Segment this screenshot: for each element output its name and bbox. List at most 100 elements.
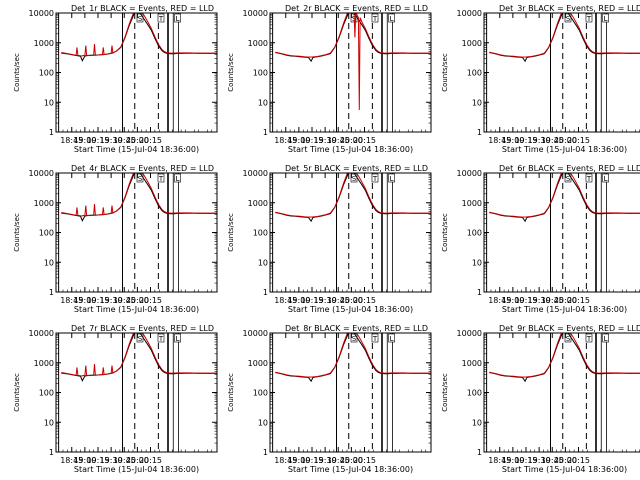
y-tick-label: 10 — [472, 98, 482, 107]
x-axis-label: Start Time (15-Jul-04 18:36:00) — [288, 305, 413, 314]
x-tick-label: 19:15 — [514, 136, 537, 145]
y-tick-label: 1000 — [248, 39, 268, 48]
x-tick-label: 19:00 — [73, 456, 96, 465]
x-axis-label: Start Time (15-Jul-04 18:36:00) — [74, 465, 199, 474]
y-axis-label: Counts/sec — [227, 53, 235, 92]
chart-title: Det_8r BLACK = Events, RED = LLD — [285, 324, 428, 333]
x-tick-label: 19:30 — [314, 136, 337, 145]
y-tick-label: 1 — [477, 288, 482, 297]
chart-title: Det_9r BLACK = Events, RED = LLD — [499, 324, 640, 333]
plot-frame — [55, 12, 218, 133]
x-tick-label: 19:15 — [86, 296, 109, 305]
flag-box — [585, 333, 593, 343]
x-tick-label: 18:45 — [488, 296, 511, 305]
x-tick-label: 19:00 — [287, 296, 310, 305]
x-tick-label: 20:00 — [554, 136, 577, 145]
y-tick-label: 100 — [467, 389, 482, 398]
flag-box — [388, 173, 395, 183]
x-tick-label: 19:45 — [327, 136, 350, 145]
y-tick-label: 1 — [477, 128, 482, 137]
x-tick-label: 18:45 — [274, 456, 297, 465]
y-tick-label: 10000 — [29, 329, 54, 338]
x-tick-label: 20:15 — [353, 456, 376, 465]
flag-label: S — [138, 15, 143, 23]
flag-box — [157, 173, 165, 183]
plot-frame — [483, 332, 640, 453]
x-tick-label: 19:15 — [514, 456, 537, 465]
flag-label: L — [604, 175, 608, 183]
y-axis-label: Counts/sec — [441, 373, 449, 412]
plot-frame — [269, 172, 432, 293]
flag-label: L — [176, 335, 180, 343]
y-axis-label: Counts/sec — [227, 373, 235, 412]
flag-label: T — [372, 15, 378, 23]
x-tick-label: 19:30 — [100, 296, 123, 305]
y-tick-label: 1 — [49, 288, 54, 297]
lld-series-line — [275, 13, 431, 111]
y-tick-label: 10 — [472, 418, 482, 427]
flag-label: T — [158, 335, 164, 343]
x-tick-label: 20:00 — [340, 136, 363, 145]
y-tick-label: 10 — [472, 258, 482, 267]
y-axis-label: Counts/sec — [13, 373, 21, 412]
x-tick-label: 20:15 — [139, 456, 162, 465]
y-tick-label: 10000 — [29, 169, 54, 178]
flag-label: S — [566, 335, 571, 343]
x-tick-label: 18:45 — [274, 136, 297, 145]
y-tick-label: 1000 — [462, 359, 482, 368]
x-tick-label: 19:45 — [541, 296, 564, 305]
y-tick-label: 100 — [39, 389, 54, 398]
flag-label: L — [176, 175, 180, 183]
chart-panel: S T L 1 10 100 1000 10000 18:4519:0019:1519:3019… — [441, 164, 640, 314]
x-tick-label: 20:00 — [340, 296, 363, 305]
x-tick-label: 20:15 — [567, 136, 590, 145]
y-tick-label: 10 — [258, 258, 268, 267]
flag-box — [371, 333, 379, 343]
x-tick-label: 19:30 — [528, 456, 551, 465]
chart-panel: S T L 1 10 100 1000 10000 18:4519:0019:1519:3019… — [13, 164, 218, 314]
flag-box — [174, 173, 181, 183]
y-tick-label: 100 — [467, 69, 482, 78]
flag-label: T — [586, 335, 592, 343]
x-axis-label: Start Time (15-Jul-04 18:36:00) — [288, 145, 413, 154]
x-tick-label: 19:45 — [327, 456, 350, 465]
plot-frame — [483, 12, 640, 133]
chart-panel: S T L 1 10 100 1000 10000 18:4519:0019:1519:3019… — [13, 324, 218, 474]
plot-frame — [55, 332, 218, 453]
x-tick-label: 19:00 — [501, 136, 524, 145]
flag-box — [602, 13, 609, 23]
flag-label: T — [586, 175, 592, 183]
x-tick-label: 19:15 — [86, 456, 109, 465]
chart-panel: S T L 1 10 100 1000 10000 18:4519:0019:1519:3019… — [13, 4, 218, 154]
flag-label: S — [566, 15, 571, 23]
x-tick-label: 18:45 — [60, 456, 83, 465]
chart-title: Det_2r BLACK = Events, RED = LLD — [285, 4, 428, 13]
x-tick-label: 19:30 — [100, 456, 123, 465]
x-tick-label: 20:15 — [567, 296, 590, 305]
x-tick-label: 19:15 — [300, 456, 323, 465]
chart-title: Det_6r BLACK = Events, RED = LLD — [499, 164, 640, 173]
x-tick-label: 20:00 — [340, 456, 363, 465]
flag-box — [388, 333, 395, 343]
y-tick-label: 1 — [263, 128, 268, 137]
flag-box — [585, 13, 593, 23]
flag-label: S — [138, 335, 143, 343]
flag-box — [174, 333, 181, 343]
y-tick-label: 100 — [253, 69, 268, 78]
plot-frame — [55, 172, 218, 293]
chart-panel: S T L 1 10 100 1000 10000 18:4519:0019:1519:3019… — [227, 324, 432, 474]
x-tick-label: 18:45 — [274, 296, 297, 305]
x-tick-label: 19:30 — [314, 296, 337, 305]
y-tick-label: 10000 — [243, 329, 268, 338]
x-axis-label: Start Time (15-Jul-04 18:36:00) — [502, 465, 627, 474]
y-tick-label: 1000 — [462, 39, 482, 48]
flag-box — [388, 13, 395, 23]
chart-title: Det_7r BLACK = Events, RED = LLD — [71, 324, 214, 333]
x-tick-label: 19:45 — [327, 296, 350, 305]
flag-label: T — [158, 175, 164, 183]
x-tick-label: 19:00 — [287, 456, 310, 465]
x-tick-label: 19:45 — [113, 456, 136, 465]
x-tick-label: 19:15 — [300, 296, 323, 305]
y-tick-label: 10000 — [457, 329, 482, 338]
